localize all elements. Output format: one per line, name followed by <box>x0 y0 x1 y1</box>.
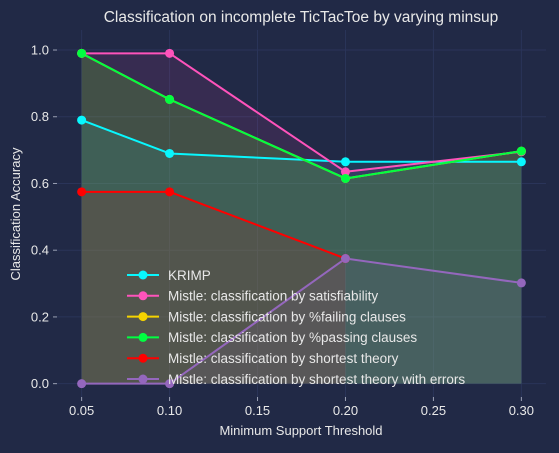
y-tick-label: 0.4 <box>31 243 49 258</box>
series-fills <box>81 53 522 384</box>
x-tick-label: 0.30 <box>509 403 534 418</box>
data-point <box>77 187 87 197</box>
series-points <box>77 48 526 389</box>
legend-marker <box>138 353 148 363</box>
y-tick-label: 0.0 <box>31 376 49 391</box>
data-point <box>165 94 175 104</box>
series-fill <box>81 53 522 384</box>
x-tick-label: 0.05 <box>69 403 94 418</box>
data-point <box>340 157 350 167</box>
data-point <box>340 167 350 177</box>
legend-marker <box>138 332 148 342</box>
legend-marker <box>138 291 148 301</box>
data-point <box>516 157 526 167</box>
legend-label: KRIMP <box>168 268 211 283</box>
x-axis-title: Minimum Support Threshold <box>219 423 382 438</box>
y-axis-title: Classification Accuracy <box>8 147 23 280</box>
legend: KRIMP Mistle: classification by satisfiab… <box>127 268 465 387</box>
legend-label: Mistle: classification by %failing claus… <box>168 309 406 324</box>
data-point <box>165 48 175 58</box>
chart-title: Classification on incomplete TicTacToe b… <box>104 9 499 26</box>
legend-label: Mistle: classification by satisfiability <box>168 289 378 304</box>
x-tick-label: 0.20 <box>333 403 358 418</box>
x-axis-ticks: 0.05 0.10 0.15 0.20 0.25 0.30 <box>69 397 534 418</box>
data-point <box>340 173 350 183</box>
series-fill <box>81 53 522 384</box>
data-point <box>516 146 526 156</box>
data-point <box>340 254 350 264</box>
legend-label: Mistle: classification by %passing claus… <box>168 330 417 345</box>
y-axis-ticks: 0.0 0.2 0.4 0.6 0.8 1.0 <box>31 43 57 391</box>
x-tick-label: 0.10 <box>157 403 182 418</box>
series-line <box>81 52 522 173</box>
legend-marker <box>138 312 148 322</box>
data-point <box>77 48 87 58</box>
data-point <box>165 379 175 389</box>
data-point <box>516 278 526 288</box>
data-point <box>165 148 175 158</box>
series-fill <box>81 191 346 384</box>
legend-marker <box>138 374 148 384</box>
data-point <box>77 379 87 389</box>
data-point <box>165 187 175 197</box>
y-tick-label: 0.8 <box>31 109 49 124</box>
series-line <box>81 52 522 180</box>
y-tick-label: 0.2 <box>31 309 49 324</box>
series-fill <box>81 258 522 384</box>
x-tick-label: 0.15 <box>245 403 270 418</box>
series-line <box>81 257 522 385</box>
y-tick-label: 0.6 <box>31 176 49 191</box>
legend-label: Mistle: classification by shortest theor… <box>168 351 399 366</box>
y-tick-label: 1.0 <box>31 43 49 58</box>
x-tick-label: 0.25 <box>421 403 446 418</box>
data-point <box>77 115 87 125</box>
series-fill <box>81 120 522 384</box>
legend-label: Mistle: classification by shortest theor… <box>168 372 465 387</box>
series-fill <box>81 53 522 384</box>
legend-marker <box>138 270 148 280</box>
